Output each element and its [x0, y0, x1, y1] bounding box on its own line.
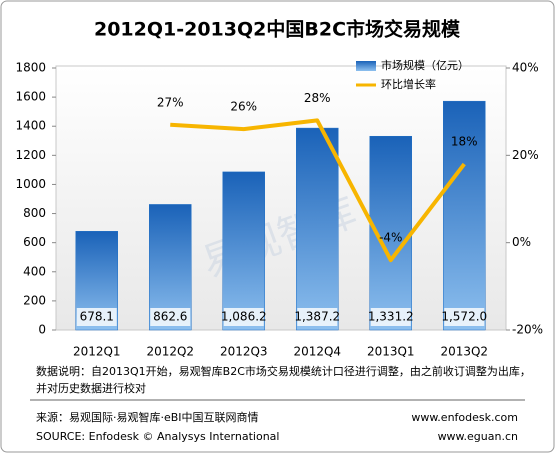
value-label-box [370, 308, 411, 326]
line-label: 18% [451, 135, 478, 149]
y-tick-label: 1800 [15, 61, 46, 75]
line-label: -4% [379, 231, 402, 245]
website: www.enfodesk.com [411, 411, 518, 424]
y-tick-label: 600 [23, 235, 46, 249]
y2-tick-label: -20% [512, 323, 543, 337]
x-tick-label: 2012Q4 [293, 345, 341, 359]
line [170, 118, 466, 263]
line-label: 28% [304, 91, 331, 105]
y-tick-label: 1000 [15, 177, 46, 191]
note: 数据说明：自2013Q1开始，易观智库B2C市场交易规模统计口径进行调整，由之前… [36, 364, 531, 378]
bar [222, 171, 265, 331]
x-tick-label: 2012Q2 [146, 345, 194, 359]
value-label: 1,331.2 [368, 310, 414, 324]
value-label-box [150, 308, 191, 326]
x-tick-label: 2012Q3 [220, 345, 268, 359]
y-tick-label: 400 [23, 264, 46, 278]
bar [296, 127, 339, 331]
legend-label: 环比增长率 [381, 77, 436, 91]
value-label: 1,086.2 [221, 310, 267, 324]
y2-tick-label: 20% [512, 148, 539, 162]
y-tick-label: 1200 [15, 148, 46, 162]
line-label: 27% [157, 95, 184, 109]
line-label: 26% [230, 100, 257, 114]
value-label: 1,572.0 [441, 310, 487, 324]
y2-tick-label: 0% [512, 235, 531, 249]
x-tick-label: 2012Q1 [73, 345, 121, 359]
y-tick-label: 1600 [15, 90, 46, 104]
x-tick-label: 2013Q1 [367, 345, 415, 359]
legend-label: 市场规模（亿元） [381, 58, 469, 72]
value-label: 1,387.2 [294, 310, 340, 324]
y-tick-label: 800 [23, 206, 46, 220]
value-label: 678.1 [80, 310, 114, 324]
y-tick-label: 1400 [15, 119, 46, 133]
y-tick-label: 0 [38, 323, 46, 337]
value-label: 862.6 [153, 310, 187, 324]
legend-swatch [356, 61, 376, 71]
website: www.eguan.cn [438, 430, 518, 443]
y-tick-label: 200 [23, 293, 46, 307]
value-label-box [223, 308, 264, 326]
x-tick-label: 2013Q2 [440, 345, 488, 359]
source-en: SOURCE: Enfodesk © Analysys Internationa… [36, 430, 279, 443]
value-label-box [76, 308, 117, 326]
value-label-box [444, 308, 485, 326]
bar [443, 100, 486, 331]
y2-tick-label: 40% [512, 61, 539, 75]
plot-area [55, 65, 507, 331]
source: 来源：易观国际·易观智库·eBI中国互联网商情 [36, 410, 259, 424]
value-label-box [297, 308, 338, 326]
note: 并对历史数据进行校对 [36, 381, 146, 395]
chart-title: 2012Q1-2013Q2中国B2C市场交易规模 [94, 18, 461, 41]
